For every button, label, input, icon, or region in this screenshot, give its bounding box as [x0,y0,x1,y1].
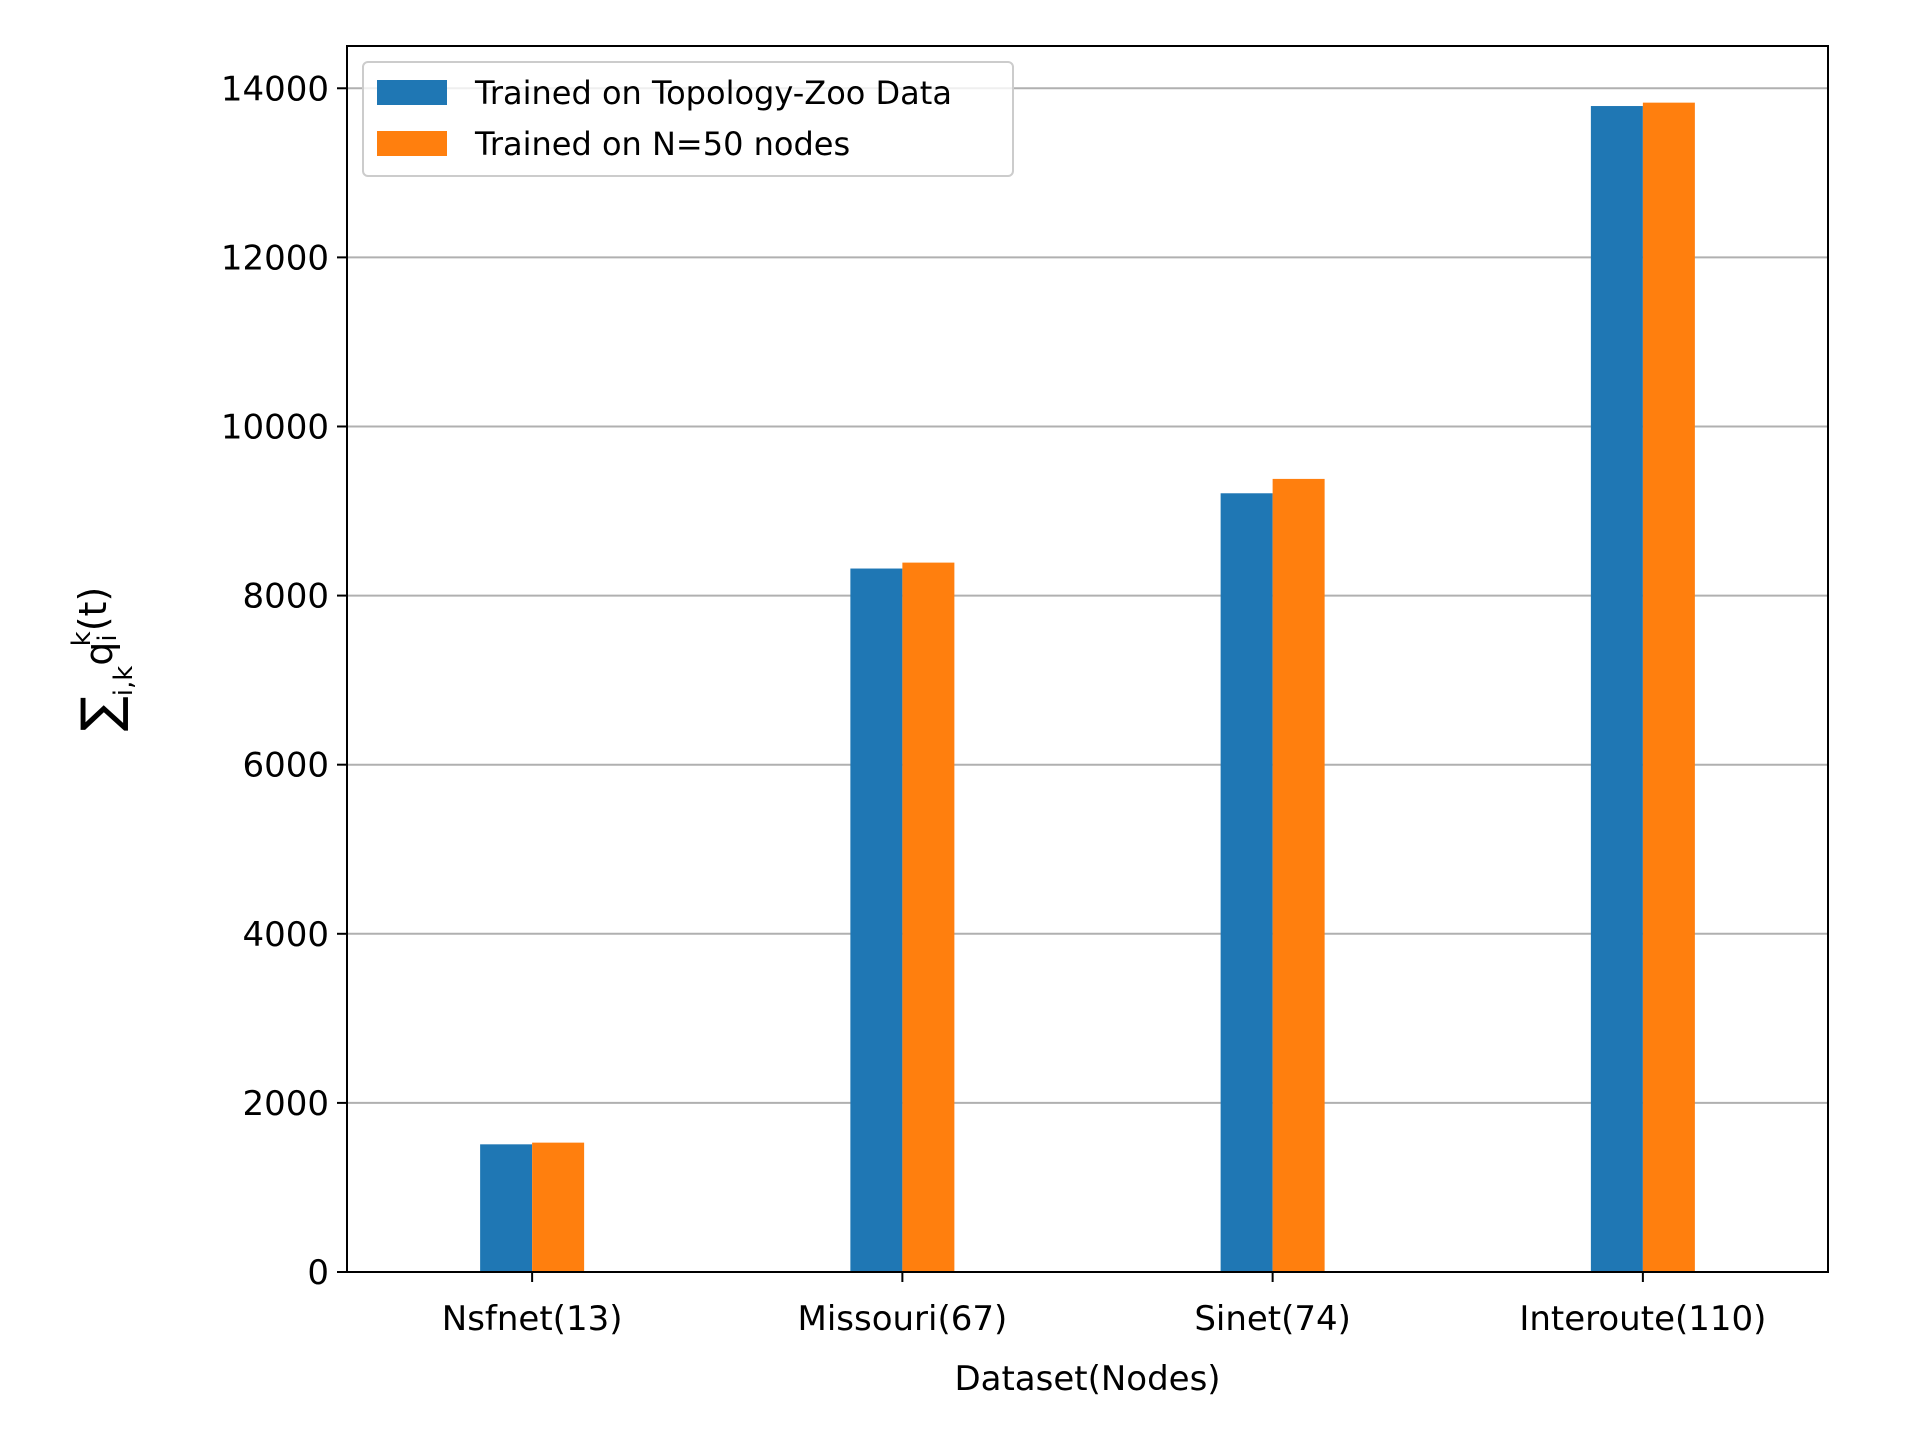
legend-label-n50: Trained on N=50 nodes [474,125,850,163]
y-tick-label: 4000 [242,915,329,955]
y-tick-label: 10000 [221,407,329,447]
legend: Trained on Topology-Zoo Data Trained on … [362,61,1014,177]
y-axis-label-var-sub: i [93,634,123,641]
legend-swatch-n50 [377,131,447,156]
y-tick-label: 0 [307,1253,329,1293]
x-tick-label: Missouri(67) [797,1299,1007,1339]
y-axis-label-sum: ∑ [71,696,131,731]
bars [480,102,1695,1273]
bar-topology-zoo-2 [1220,493,1273,1272]
bar-n50-0 [532,1142,585,1272]
y-axis-label-arg: (t) [71,587,115,632]
x-tick-label: Interoute(110) [1519,1299,1766,1339]
bar-n50-2 [1272,478,1325,1273]
plot-frame [346,45,1829,1273]
y-tick-label: 12000 [221,238,329,278]
legend-label-topology-zoo: Trained on Topology-Zoo Data [474,74,952,112]
bar-n50-1 [902,562,955,1272]
x-tick-label: Sinet(74) [1194,1299,1351,1339]
legend-swatch-topology-zoo [377,80,447,105]
bar-n50-3 [1642,102,1695,1272]
y-axis-label-var-sup: k [67,631,97,646]
y-tick-label: 14000 [221,69,329,109]
y-axis-label-sum-sub: i,k [109,666,139,697]
x-axis-ticks: Nsfnet(13) Missouri(67) Sinet(74) Interoute… [442,1272,1766,1339]
y-axis-label-text: ∑i,kqik(t) [67,587,139,732]
bar-topology-zoo-3 [1590,106,1643,1272]
y-tick-label: 2000 [242,1084,329,1124]
bar-topology-zoo-0 [480,1144,533,1272]
y-tick-label: 8000 [242,577,329,617]
x-tick-label: Nsfnet(13) [442,1299,623,1339]
bar-topology-zoo-1 [850,568,903,1272]
y-axis-label: ∑i,kqik(t) [67,587,139,732]
y-tick-label: 6000 [242,746,329,786]
legend-box [362,61,1014,177]
x-axis-label: Dataset(Nodes) [954,1359,1220,1399]
y-axis-ticks: 0 2000 4000 6000 8000 10000 12000 14000 [221,69,347,1293]
y-axis-label-var: q [77,642,121,666]
